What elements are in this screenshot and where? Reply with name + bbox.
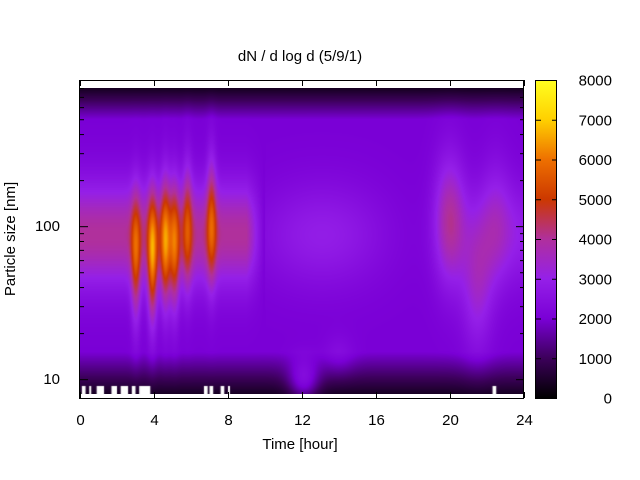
y-axis-label: Particle size [nm] [2,182,19,296]
y-tick-label: 100 [35,218,60,235]
x-tick-label: 16 [368,412,385,429]
plot-area [80,88,524,394]
x-tick-label: 4 [150,412,158,429]
x-tick-label: 8 [224,412,232,429]
colorbar-ticks: 0 1000 2000 3000 4000 5000 6000 7000 8000 [536,73,612,408]
y-axis-ticks: 10 100 [35,88,524,388]
y-tick-label: 10 [43,371,60,388]
colorbar-tick-label: 8000 [579,73,612,90]
x-tick-label: 24 [516,412,533,429]
x-tick-label: 12 [294,412,311,429]
chart-title: dN / d log d (5/9/1) [238,48,362,65]
colorbar [536,80,557,398]
colorbar-tick-label: 6000 [579,152,612,169]
colorbar-tick-label: 3000 [579,271,612,288]
x-axis-label: Time [hour] [262,436,337,453]
heatmap-canvas [80,88,524,394]
colorbar-tick-label: 7000 [579,112,612,129]
x-axis-ticks: 0 4 8 12 16 20 24 [76,80,533,429]
colorbar-tick-label: 0 [604,391,612,408]
x-tick-label: 20 [442,412,459,429]
colorbar-tick-label: 2000 [579,311,612,328]
colorbar-tick-label: 1000 [579,351,612,368]
colorbar-tick-label: 5000 [579,192,612,209]
colorbar-tick-label: 4000 [579,232,612,249]
x-tick-label: 0 [76,412,84,429]
plot-frame [79,80,524,399]
